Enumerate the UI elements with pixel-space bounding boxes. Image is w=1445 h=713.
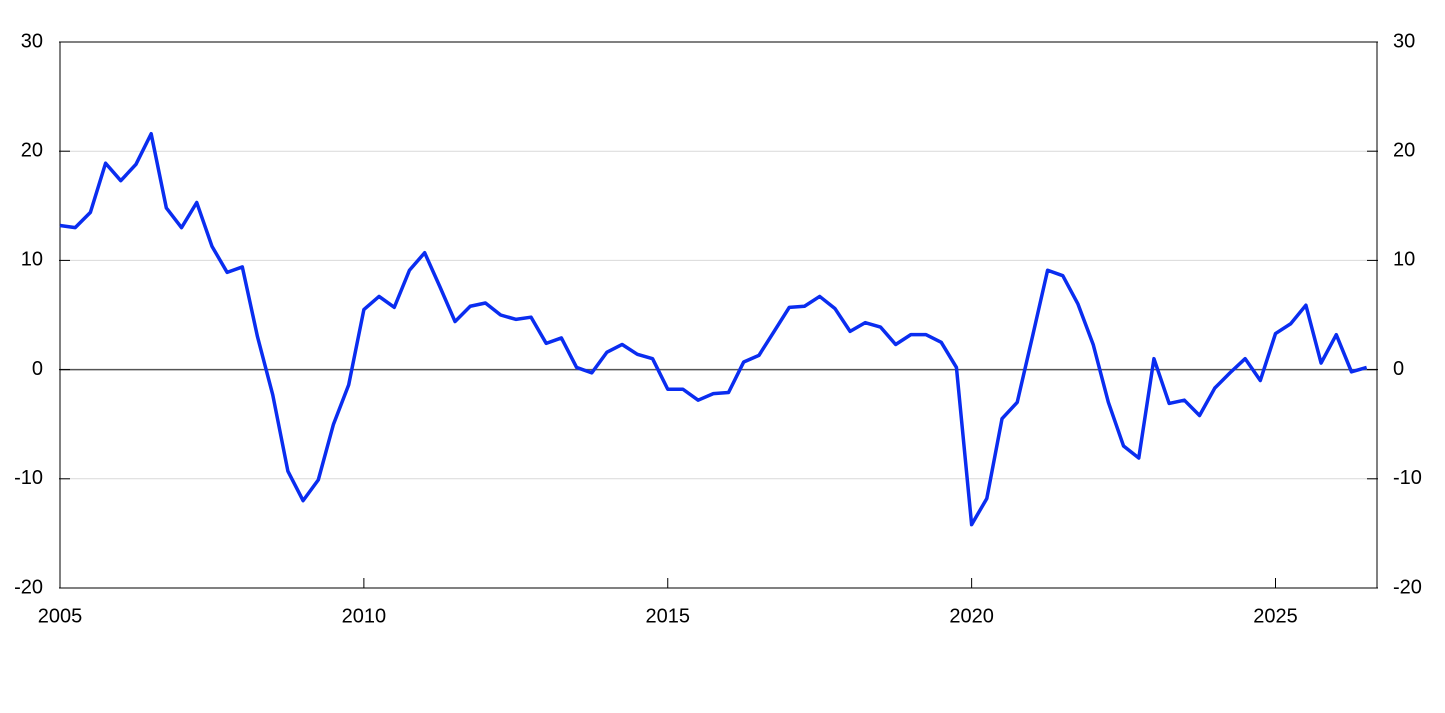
y-tick-label: -20	[14, 576, 43, 598]
y2-tick-label: -10	[1393, 467, 1422, 489]
y2-tick-label: 10	[1393, 249, 1415, 271]
x-tick-label: 2015	[646, 605, 691, 627]
y-tick-label: -10	[14, 467, 43, 489]
y2-tick-label: 30	[1393, 30, 1415, 52]
data-line	[59, 131, 1368, 527]
x-tick-label: 2025	[1253, 605, 1298, 627]
y2-tick-label: 0	[1393, 358, 1404, 380]
y-tick-label: 10	[21, 249, 43, 271]
y-tick-label: 30	[21, 30, 43, 52]
y2-tick-label: -20	[1393, 576, 1422, 598]
y-tick-label: 20	[21, 139, 43, 161]
x-tick-label: 2010	[342, 605, 387, 627]
y2-tick-label: 20	[1393, 139, 1415, 161]
x-tick-label: 2005	[38, 605, 83, 627]
y-tick-label: 0	[32, 358, 43, 380]
x-tick-label: 2020	[949, 605, 994, 627]
